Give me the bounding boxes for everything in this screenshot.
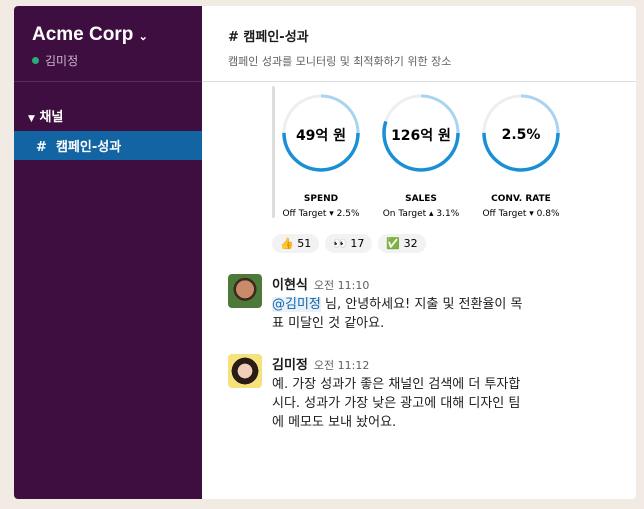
mention[interactable]: @김미정 [272,297,321,312]
gauge-label: CONV. RATE [491,194,551,204]
message: 김미정 오전 11:12 예. 가장 성과가 좋은 채널인 검색에 더 투자합시다… [228,354,532,432]
reaction-button[interactable]: 👍 51 [272,234,320,253]
gauge-value: 126억 원 [391,128,451,144]
workspace-name: Acme Corp [32,24,134,45]
gauge-status: Off Target ▾ 2.5% [282,209,360,219]
message: 이현식 오전 11:10 @김미정 님, 안녕하세요! 지출 및 전환율이 목표 … [228,274,532,333]
channel-description: 캠페인 성과를 모니터링 및 최적화하기 위한 장소 [228,55,452,68]
caret-down-icon: ▼ [28,114,35,124]
gauge-label: SALES [405,194,437,204]
sidebar: Acme Corp ⌄ 김미정 ▼ 채널 # 캠페인-성과 [14,6,202,499]
channel-view: # 캠페인-성과 캠페인 성과를 모니터링 및 최적화하기 위한 장소 49억 … [202,6,636,499]
reaction-button[interactable]: 👀 17 [325,234,373,253]
emoji-icon: ✅ [386,237,401,250]
gauge-status: On Target ▴ 3.1% [382,209,460,219]
gauge-status: Off Target ▾ 0.8% [482,209,560,219]
gauge: 2.5% CONV. RATE Off Target ▾ 0.8% [480,92,562,219]
presence-icon [32,57,39,64]
gauge: 49억 원 SPEND Off Target ▾ 2.5% [280,92,362,219]
reaction-count: 51 [297,237,312,250]
channel-title: # 캠페인-성과 [228,30,309,45]
section-label: 채널 [39,110,64,125]
emoji-icon: 👍 [280,237,294,250]
reaction-count: 17 [350,237,365,250]
gauge-ring [382,94,460,172]
gauge-value: 2.5% [501,127,541,143]
message-text: 님, 안녕하세요! 지출 및 전환율이 목표 미달인 것 같아요. [272,297,523,331]
app-window: Acme Corp ⌄ 김미정 ▼ 채널 # 캠페인-성과 # 캠페인-성과 캠… [14,6,636,499]
gauge-label: SPEND [303,194,339,204]
section-channels[interactable]: ▼ 채널 [14,82,202,131]
gauge-ring [482,94,560,172]
attachment-bar [272,86,275,218]
avatar[interactable] [228,274,262,308]
timestamp[interactable]: 오전 11:10 [313,279,370,292]
gauges: 49억 원 SPEND Off Target ▾ 2.5% 126억 원 SAL… [280,92,562,219]
reaction-count: 32 [403,237,418,250]
current-user: 김미정 [45,54,79,68]
emoji-icon: 👀 [333,237,347,250]
avatar[interactable] [228,354,262,388]
reactions: 👍 51 👀 17 ✅ 32 [272,234,426,253]
author[interactable]: 이현식 [272,278,308,293]
author[interactable]: 김미정 [272,358,308,373]
sidebar-item-channel[interactable]: # 캠페인-성과 [14,131,202,160]
message-text: 예. 가장 성과가 좋은 채널인 검색에 더 투자합시다. 성과가 가장 낮은 … [272,377,521,430]
workspace-header[interactable]: Acme Corp ⌄ 김미정 [14,6,202,82]
hash-icon: # [36,140,47,155]
channel-label: 캠페인-성과 [55,140,122,155]
reaction-button[interactable]: ✅ 32 [378,234,426,253]
gauge-ring [282,94,360,172]
chevron-down-icon: ⌄ [138,31,148,43]
timestamp[interactable]: 오전 11:12 [313,359,370,372]
gauge-value: 49억 원 [295,128,347,144]
gauge: 126억 원 SALES On Target ▴ 3.1% [380,92,462,219]
channel-header: # 캠페인-성과 캠페인 성과를 모니터링 및 최적화하기 위한 장소 [202,6,636,82]
